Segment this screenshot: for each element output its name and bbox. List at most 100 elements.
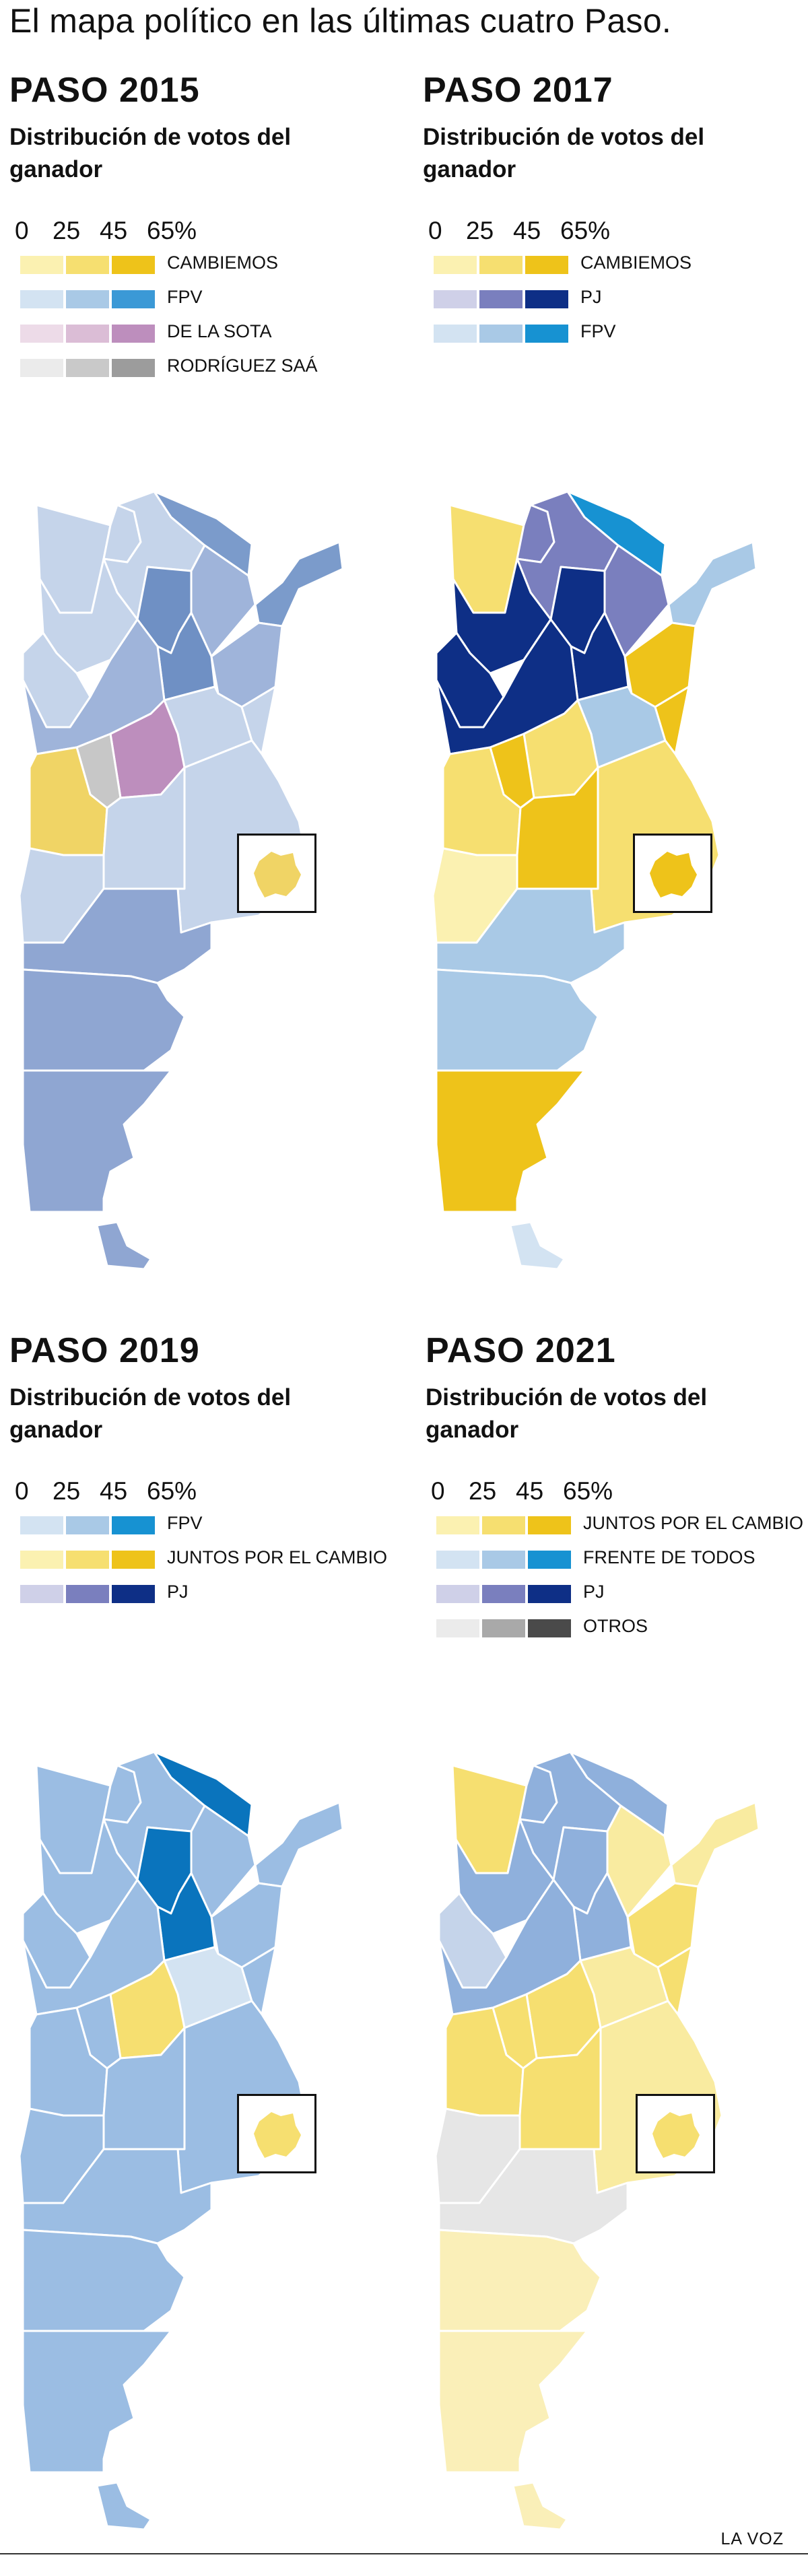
legend-swatch xyxy=(66,1585,109,1603)
legend-label: PJ xyxy=(167,1582,189,1602)
province-santacruz xyxy=(22,1069,172,1213)
legend-swatch xyxy=(112,256,155,274)
province-santacruz xyxy=(435,1069,586,1213)
legend-swatch xyxy=(436,1619,479,1637)
legend-swatch xyxy=(66,1516,109,1534)
legend-swatch xyxy=(20,1551,63,1569)
legend-swatch xyxy=(20,290,63,308)
legend-swatch xyxy=(66,1551,109,1569)
legend-swatch xyxy=(112,1516,155,1534)
province-misiones xyxy=(254,1801,344,1888)
scale-tick: 25 xyxy=(469,1477,497,1505)
caba-shape xyxy=(652,2112,700,2158)
legend-swatch xyxy=(434,325,477,343)
legend-swatch xyxy=(20,325,63,343)
legend-swatch xyxy=(482,1585,525,1603)
legend-swatch xyxy=(528,1551,571,1569)
province-chubut xyxy=(435,968,599,1072)
scale-tick: 0 xyxy=(15,217,29,244)
legend-swatch xyxy=(479,256,523,274)
page-title: El mapa político en las últimas cuatro P… xyxy=(9,2,672,40)
scale-tick: 45 xyxy=(513,217,541,244)
legend-label: FPV xyxy=(167,1513,203,1533)
province-santacruz xyxy=(22,2330,172,2474)
panel-title: PASO 2021 xyxy=(426,1331,616,1370)
scale-tick: 45 xyxy=(100,1477,128,1505)
legend-swatch xyxy=(20,1516,63,1534)
legend-swatch xyxy=(525,256,568,274)
legend-swatch xyxy=(66,325,109,343)
panel-paso-2021: PASO 2021 Distribución de votos del gana… xyxy=(426,1330,808,2576)
legend-swatch xyxy=(436,1585,479,1603)
legend-swatch xyxy=(112,1585,155,1603)
legend-swatch xyxy=(525,325,568,343)
province-misiones xyxy=(254,541,344,628)
panel-subtitle: Distribución de votos del ganador xyxy=(426,1384,708,1443)
legend-label: CAMBIEMOS xyxy=(167,252,279,273)
legend-swatch xyxy=(66,359,109,377)
legend-label: PJ xyxy=(583,1582,605,1602)
legend-swatch xyxy=(482,1551,525,1569)
panel-subtitle: Distribución de votos del ganador xyxy=(9,124,292,182)
scale-tick: 65% xyxy=(147,217,197,244)
province-misiones xyxy=(667,541,758,628)
buenos-aires-city-inset xyxy=(237,834,316,913)
province-chubut xyxy=(22,2229,186,2332)
panel-subtitle: Distribución de votos del ganador xyxy=(9,1384,292,1443)
legend-swatch xyxy=(20,256,63,274)
legend-label: FRENTE DE TODOS xyxy=(583,1547,755,1567)
panel-subtitle: Distribución de votos del ganador xyxy=(423,124,705,182)
scale-tick: 65% xyxy=(560,217,611,244)
legend-swatch xyxy=(482,1619,525,1637)
legend-swatch xyxy=(434,256,477,274)
legend-label: JUNTOS POR EL CAMBIO xyxy=(583,1513,804,1533)
panel-paso-2019: PASO 2019 Distribución de votos del gana… xyxy=(9,1330,407,2576)
legend-label: FPV xyxy=(580,321,616,341)
province-tdf xyxy=(96,1221,152,1270)
legend-swatch xyxy=(528,1619,571,1637)
province-misiones xyxy=(670,1801,760,1888)
legend-label: OTROS xyxy=(583,1616,648,1636)
legend-swatch xyxy=(479,290,523,308)
province-chubut xyxy=(438,2229,602,2332)
province-tdf xyxy=(512,2481,568,2531)
legend-swatch xyxy=(112,325,155,343)
panel-title: PASO 2015 xyxy=(9,71,200,110)
legend-label: DE LA SOTA xyxy=(167,321,272,341)
buenos-aires-city-inset xyxy=(636,2094,715,2173)
buenos-aires-city-inset xyxy=(237,2094,316,2173)
legend-swatch xyxy=(528,1516,571,1534)
legend-swatch xyxy=(482,1516,525,1534)
legend-label: PJ xyxy=(580,287,602,307)
panel-paso-2015: PASO 2015 Distribución de votos del gana… xyxy=(9,70,407,1316)
legend-swatch xyxy=(66,290,109,308)
province-tdf xyxy=(96,2481,152,2531)
footer-rule xyxy=(0,2553,808,2554)
legend-label: JUNTOS POR EL CAMBIO xyxy=(167,1547,388,1567)
province-tdf xyxy=(509,1221,566,1270)
buenos-aires-city-inset xyxy=(633,834,712,913)
scale-tick: 25 xyxy=(53,1477,81,1505)
legend-label: RODRÍGUEZ SAÁ xyxy=(167,355,318,376)
legend-swatch xyxy=(20,1585,63,1603)
caba-shape xyxy=(254,2112,301,2158)
legend-swatch xyxy=(436,1516,479,1534)
legend-label: FPV xyxy=(167,287,203,307)
scale-tick: 0 xyxy=(15,1477,29,1505)
argentina-map xyxy=(9,391,346,1279)
scale-tick: 0 xyxy=(431,1477,445,1505)
legend-swatch xyxy=(112,359,155,377)
legend-swatch xyxy=(112,290,155,308)
legend-label: CAMBIEMOS xyxy=(580,252,692,273)
panel-title: PASO 2019 xyxy=(9,1331,200,1370)
scale-tick: 25 xyxy=(53,217,81,244)
legend-swatch xyxy=(434,290,477,308)
scale-tick: 25 xyxy=(466,217,494,244)
legend-swatch xyxy=(525,290,568,308)
argentina-map xyxy=(426,1651,762,2540)
scale-tick: 65% xyxy=(563,1477,613,1505)
caba-shape xyxy=(650,852,697,897)
panel-paso-2017: PASO 2017 Distribución de votos del gana… xyxy=(423,70,808,1316)
province-chubut xyxy=(22,968,186,1072)
caba-shape xyxy=(254,852,301,897)
